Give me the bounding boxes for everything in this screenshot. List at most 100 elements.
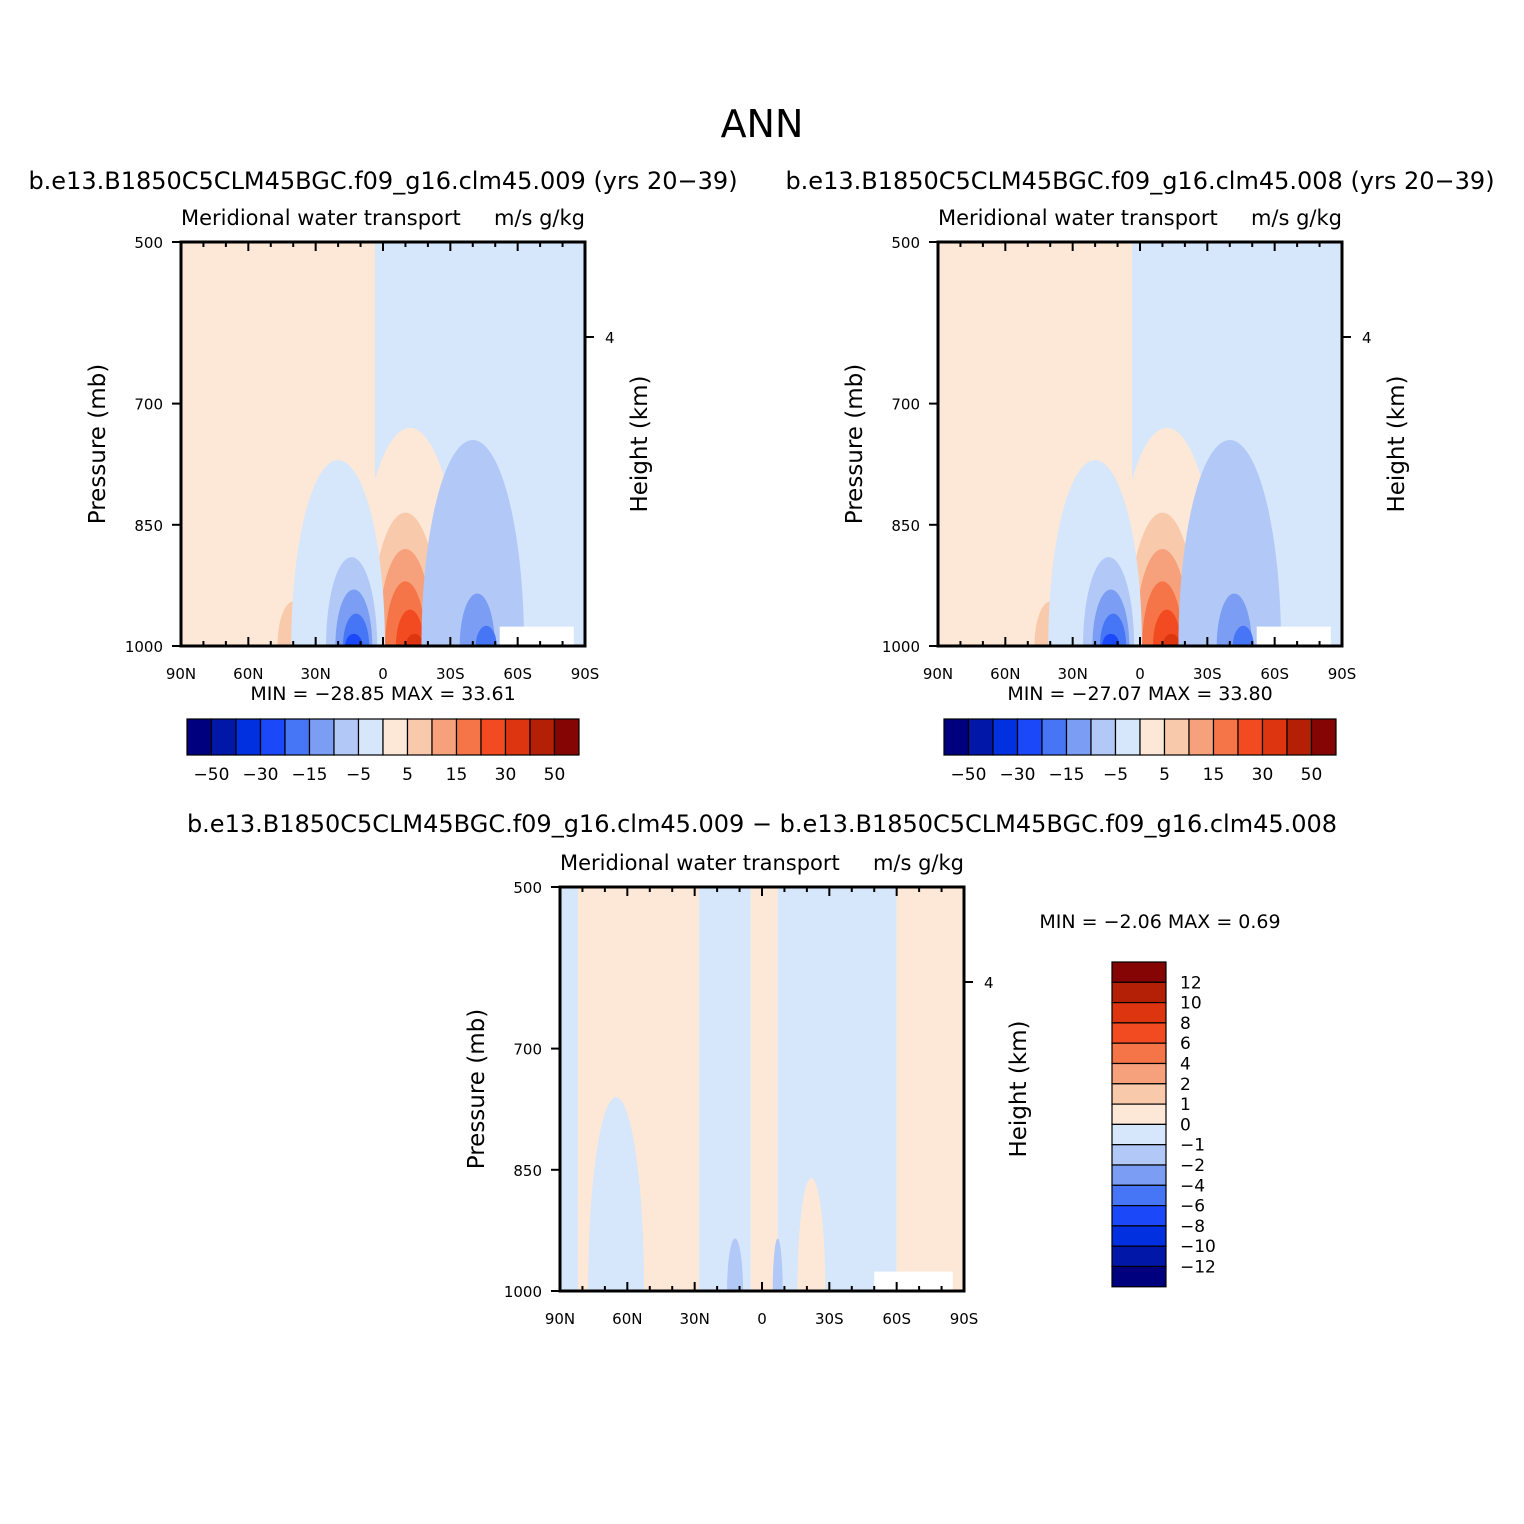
x-tick-label: 0 (378, 665, 388, 683)
colorbar-swatch (210, 718, 237, 756)
colorbar-swatch (1163, 718, 1190, 756)
colorbar: −50 −30 −15 −5 5 15 30 50 (186, 718, 580, 785)
colorbar-swatch (1111, 1001, 1167, 1024)
contour-field (181, 242, 585, 646)
min-max-stats: MIN = −28.85 MAX = 33.61 (250, 683, 515, 705)
colorbar-label: 5 (1159, 765, 1170, 785)
colorbar-swatch (1065, 718, 1092, 756)
colorbar-label: −8 (1180, 1217, 1205, 1237)
colorbar: −50 −30 −15 −5 5 15 30 50 (943, 718, 1337, 785)
colorbar-swatch (1111, 1245, 1167, 1268)
colorbar-swatch (1111, 961, 1167, 983)
colorbar-label: −4 (1180, 1176, 1205, 1196)
left-title: Meridional water transport (181, 206, 461, 230)
x-tick-label: 90S (1328, 665, 1357, 683)
x-tick-label: 0 (757, 1310, 767, 1328)
colorbar-swatch (992, 718, 1019, 756)
x-tick-label: 60S (503, 665, 532, 683)
colorbar-swatch (553, 718, 580, 756)
contour-band (560, 887, 578, 1291)
colorbar-swatch (480, 718, 507, 756)
colorbar-swatch (967, 718, 994, 756)
contour-level (1178, 440, 1282, 646)
x-tick-label: 30N (680, 1310, 710, 1328)
colorbar-label: 1 (1180, 1095, 1191, 1115)
colorbar-swatch (1286, 718, 1313, 756)
colorbar-label: −12 (1180, 1258, 1216, 1278)
right-tick-label: 4 (1362, 329, 1372, 347)
colorbar-swatch (1111, 1225, 1167, 1247)
x-tick-label: 30N (1058, 665, 1088, 683)
x-tick-label: 90S (950, 1310, 979, 1328)
colorbar-swatch (186, 718, 213, 756)
colorbar-swatch (259, 718, 286, 756)
y-tick-label: 500 (891, 234, 920, 252)
y-tick-label: 850 (891, 517, 920, 535)
contour-level (727, 1238, 744, 1291)
colorbar-swatch (333, 718, 360, 756)
colorbar-swatch (1237, 718, 1264, 756)
case-title: b.e13.B1850C5CLM45BGC.f09_g16.clm45.008 … (785, 167, 1494, 195)
y-axis-title-right: Height (km) (627, 375, 653, 512)
right-tick-label: 4 (984, 974, 994, 992)
colorbar-label: 15 (446, 765, 468, 785)
contour-field (938, 242, 1342, 646)
contour-level (1162, 633, 1181, 646)
y-axis-title: Pressure (mb) (842, 364, 868, 524)
colorbar-label: −30 (1000, 765, 1036, 785)
x-tick-label: 0 (1135, 665, 1145, 683)
contour-band (777, 887, 897, 1291)
contour-band (699, 887, 751, 1291)
colorbar-label: 10 (1180, 994, 1202, 1014)
colorbar-swatch (1111, 1265, 1167, 1288)
y-tick-label: 850 (134, 517, 163, 535)
colorbar-label: 50 (1301, 765, 1323, 785)
figure-title: ANN (721, 102, 804, 146)
colorbar-swatch (1111, 1103, 1167, 1125)
x-tick-label: 60S (1260, 665, 1289, 683)
colorbar-label: −15 (292, 765, 328, 785)
contour-level (345, 633, 363, 646)
colorbar-swatch (1090, 718, 1117, 756)
contour-band (750, 887, 778, 1291)
colorbar-label: 12 (1180, 973, 1202, 993)
colorbar-swatch (1114, 718, 1141, 756)
panel-control-008: b.e13.B1850C5CLM45BGC.f09_g16.clm45.008 … (785, 167, 1494, 785)
right-title: m/s g/kg (494, 206, 585, 230)
colorbar-swatch (1188, 718, 1215, 756)
contour-band (896, 887, 964, 1291)
colorbar-swatch (943, 718, 970, 756)
colorbar-label: −6 (1180, 1197, 1205, 1217)
y-tick-label: 500 (134, 234, 163, 252)
colorbar-label: −1 (1180, 1136, 1205, 1156)
contour-level (772, 1238, 783, 1291)
colorbar-swatch (382, 718, 409, 756)
colorbar-swatch (1261, 718, 1288, 756)
colorbar-swatch (308, 718, 335, 756)
y-axis-title-right: Height (km) (1384, 375, 1410, 512)
colorbar-swatch (1111, 1062, 1167, 1085)
panel-control-009: b.e13.B1850C5CLM45BGC.f09_g16.clm45.009 … (28, 167, 737, 785)
x-tick-label: 60N (990, 665, 1020, 683)
y-tick-label: 1000 (882, 638, 920, 656)
min-max-stats: MIN = −2.06 MAX = 0.69 (1039, 911, 1280, 933)
colorbar-swatch (1111, 1123, 1167, 1146)
colorbar-swatch (1111, 1204, 1167, 1227)
x-tick-label: 30S (436, 665, 465, 683)
colorbar-swatch (284, 718, 311, 756)
x-tick-label: 90N (166, 665, 196, 683)
colorbar-swatch (1111, 981, 1167, 1004)
colorbar-swatch (431, 718, 458, 756)
x-tick-label: 60N (612, 1310, 642, 1328)
x-tick-label: 30S (1193, 665, 1222, 683)
colorbar-label: 50 (544, 765, 566, 785)
colorbar-swatch (1310, 718, 1337, 756)
x-tick-label: 90N (923, 665, 953, 683)
colorbar-swatch (1016, 718, 1043, 756)
right-title: m/s g/kg (1251, 206, 1342, 230)
colorbar-label: 0 (1180, 1115, 1191, 1135)
colorbar-swatch (1111, 1042, 1167, 1065)
colorbar-swatch (235, 718, 262, 756)
right-tick-label: 4 (605, 329, 615, 347)
contour-level (1102, 633, 1120, 646)
